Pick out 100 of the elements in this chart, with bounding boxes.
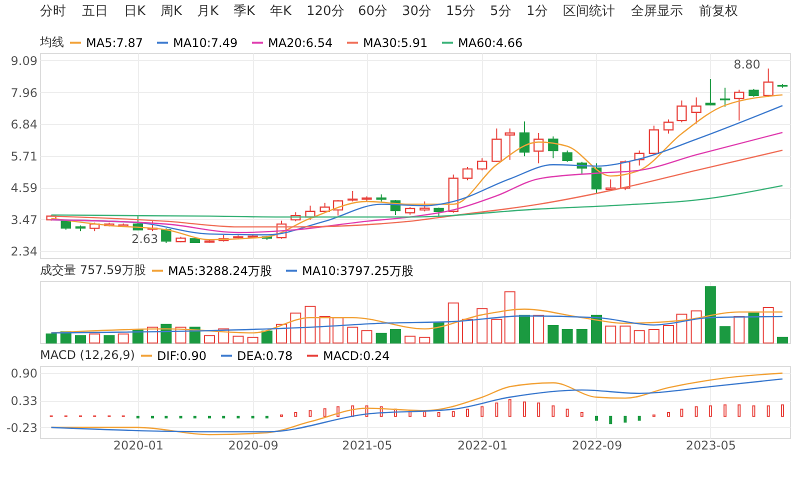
legend-label: MA10:3797.25万股 [302,264,414,278]
bar [232,336,244,344]
text: 1分 [526,4,548,19]
candlestick [519,120,530,157]
bar [648,328,660,344]
candlestick [305,205,316,220]
candlestick [504,128,515,160]
candlestick [161,228,172,244]
bar [734,316,745,344]
candlestick [648,125,660,156]
bar [419,336,430,344]
y-tick-label: 6.84 [10,117,38,132]
bar [680,408,684,417]
bar [762,306,774,344]
bar [466,408,469,417]
bar [522,402,526,417]
legend-label: MA20:6.54 [268,36,333,50]
annotation: 2.63 [131,232,158,246]
legend-label: MACD:0.24 [323,348,390,363]
bar [663,325,674,344]
legend-label: DIF:0.90 [157,348,207,363]
x-tick-label: 2021-05 [342,438,392,452]
x-tick-label: 2022-09 [572,438,622,452]
bar [323,408,326,417]
bar [290,312,302,344]
bar [390,328,401,344]
y-tick-label: 2.34 [10,244,38,259]
bar [638,416,641,421]
text: 120分 [306,4,344,19]
bar [304,306,316,344]
text: 全屏显示 [631,4,683,19]
candlestick [548,136,558,159]
bar [776,336,788,344]
bar [476,308,488,344]
bar [576,328,588,344]
bar [708,405,712,417]
bar [376,332,387,344]
legend-label: MA5:7.87 [86,36,143,50]
bar [594,416,598,421]
bar [448,302,459,344]
y-tick-label: -0.23 [6,420,38,435]
legend-label: MA30:5.91 [363,36,428,50]
bar [118,333,129,344]
bar [537,402,540,417]
bar [508,399,512,417]
text: 5分 [490,4,512,19]
legend-label: MA60:4.66 [458,36,523,50]
x-tick-label: 2023-05 [686,438,736,452]
x-tick-label: 2022-01 [458,438,508,452]
candlestick [676,100,687,123]
bar [620,326,631,344]
bar [720,326,731,344]
text: 年K [270,4,292,19]
text: 60分 [358,4,388,19]
bar [704,286,716,344]
text: 30分 [402,4,432,19]
line-series [50,184,784,218]
bar [609,416,612,424]
text: 区间统计 [563,4,615,19]
candlestick [348,190,358,202]
bar [738,404,741,417]
text: 五日 [82,4,108,19]
bar [624,416,627,423]
bar [548,325,559,344]
bar [690,310,702,344]
bar [204,335,215,344]
candlestick [420,200,430,212]
text: 分时 [40,4,66,19]
y-tick-label: 9.09 [10,54,38,68]
legend-label: MA5:3288.24万股 [168,264,272,278]
y-tick-label: 7.96 [10,86,38,100]
candlestick [476,158,488,171]
text: 日K [124,4,146,19]
candlestick [720,87,730,108]
bar [766,405,770,417]
candlestick [462,166,473,181]
chart-title: MACD (12,26,9) [40,348,135,362]
line-series [50,150,784,228]
bar [491,318,502,344]
bar [347,326,358,344]
y-tick-label: 5.71 [10,149,38,164]
bar [724,404,727,417]
candlestick [763,68,774,98]
legend-label: MA10:7.49 [173,36,238,50]
bar [518,314,530,344]
bar [504,291,516,344]
bar [533,314,544,344]
bar [562,328,573,344]
bar [462,318,473,344]
bar [437,412,440,417]
bar [694,406,698,417]
text: 月K [197,4,219,19]
bar [89,333,100,344]
annotation: 8.80 [734,58,760,72]
text: 前复权 [699,4,738,19]
bar [667,412,670,417]
candlestick [734,89,744,122]
bar [566,408,569,417]
text: 周K [160,4,182,19]
bar [404,336,416,344]
